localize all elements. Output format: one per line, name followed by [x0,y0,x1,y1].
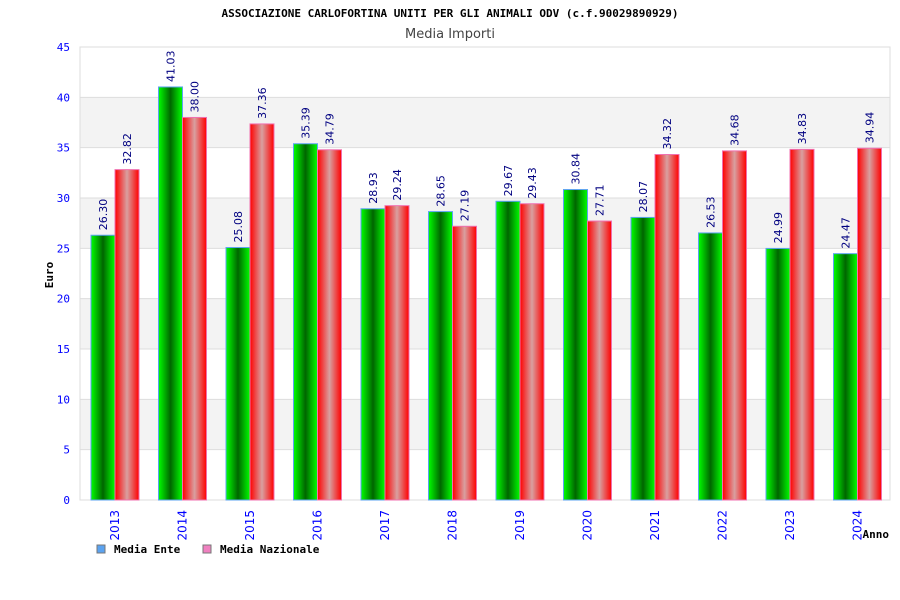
data-label: 34.94 [864,112,877,144]
y-tick-label: 5 [63,444,70,457]
x-tick-label: 2014 [176,510,190,541]
grid-band [80,97,890,148]
grid-band [80,399,890,450]
bar-media-ente-2017 [360,208,386,501]
y-tick-label: 40 [57,91,70,104]
data-label: 29.67 [502,165,515,197]
x-tick-label: 2016 [311,510,325,541]
grid-band [80,47,890,98]
grid-band [80,449,890,500]
y-tick-label: 30 [57,192,70,205]
data-label: 24.47 [840,217,853,249]
data-label: 34.68 [729,114,742,146]
x-tick-label: 2015 [243,510,257,541]
bar-media-ente-2018 [428,211,453,501]
data-label: 32.82 [121,133,134,165]
y-tick-label: 25 [57,242,70,255]
x-tick-label: 2022 [716,510,730,541]
bar-media-nazionale-2017 [384,205,410,501]
legend-swatch-0 [96,544,106,554]
bar-media-nazionale-2016 [317,149,342,501]
data-label: 34.79 [324,113,337,145]
chart-subtitle: Media Importi [405,27,495,42]
data-label: 30.84 [570,153,583,185]
x-axis-label: Anno [863,528,890,541]
data-label: 25.08 [232,211,245,243]
grid-band [80,349,890,400]
bar-media-ente-2024 [833,253,858,501]
data-label: 24.99 [772,212,785,244]
grid-band [80,248,890,299]
x-tick-label: 2020 [581,510,595,541]
data-label: 28.07 [637,181,650,213]
x-tick-label: 2021 [648,510,662,541]
bar-media-ente-2022 [698,232,723,501]
bar-media-nazionale-2020 [587,220,612,501]
data-label: 29.43 [526,167,539,199]
bar-media-ente-2023 [765,247,791,501]
y-tick-label: 45 [57,41,70,54]
bar-media-ente-2020 [563,189,588,501]
bar-media-nazionale-2021 [654,154,680,501]
data-label: 28.93 [367,172,380,204]
bar-media-ente-2014 [158,86,183,501]
y-tick-label: 15 [57,343,70,356]
plot-area [79,46,891,501]
data-label: 37.36 [256,87,269,119]
data-label: 29.24 [391,169,404,201]
y-tick-label: 35 [57,142,70,155]
bar-media-ente-2015 [225,247,251,501]
bar-media-ente-2019 [495,200,521,501]
data-label: 41.03 [165,50,178,82]
y-tick-label: 10 [57,393,70,406]
legend-label-0: Media Ente [114,543,181,556]
y-tick-label: 20 [57,293,70,306]
y-axis-label: Euro [43,261,56,288]
bar-media-nazionale-2018 [452,225,477,501]
chart-title: ASSOCIAZIONE CARLOFORTINA UNITI PER GLI … [222,7,679,20]
x-tick-label: 2019 [513,510,527,541]
bar-media-ente-2016 [293,143,318,501]
legend-swatch-1 [202,544,212,554]
bar-media-nazionale-2022 [722,150,747,501]
x-tick-label: 2017 [378,510,392,541]
bar-media-nazionale-2019 [519,203,545,501]
data-label: 26.53 [705,196,718,228]
x-tick-label: 2023 [783,510,797,541]
data-label: 34.32 [661,118,674,150]
bar-media-ente-2021 [630,216,656,501]
grid-band [80,198,890,249]
y-tick-label: 0 [63,494,70,507]
bar-media-nazionale-2024 [857,147,882,501]
x-tick-label: 2024 [851,510,865,541]
bar-media-nazionale-2015 [249,123,275,501]
data-label: 26.30 [97,199,110,231]
legend-label-1: Media Nazionale [220,543,320,556]
data-label: 27.71 [594,185,607,217]
bar-media-nazionale-2014 [182,116,207,501]
x-tick-label: 2018 [446,510,460,541]
bar-media-nazionale-2023 [789,148,815,501]
data-label: 38.00 [189,81,202,113]
data-label: 27.19 [459,190,472,222]
bar-media-ente-2013 [90,234,116,501]
data-label: 34.83 [796,113,809,145]
grid-band [80,298,890,349]
x-tick-label: 2013 [108,510,122,541]
grid-band [80,147,890,198]
data-label: 28.65 [435,175,448,207]
data-label: 35.39 [300,107,313,139]
bar-media-nazionale-2013 [114,169,140,501]
